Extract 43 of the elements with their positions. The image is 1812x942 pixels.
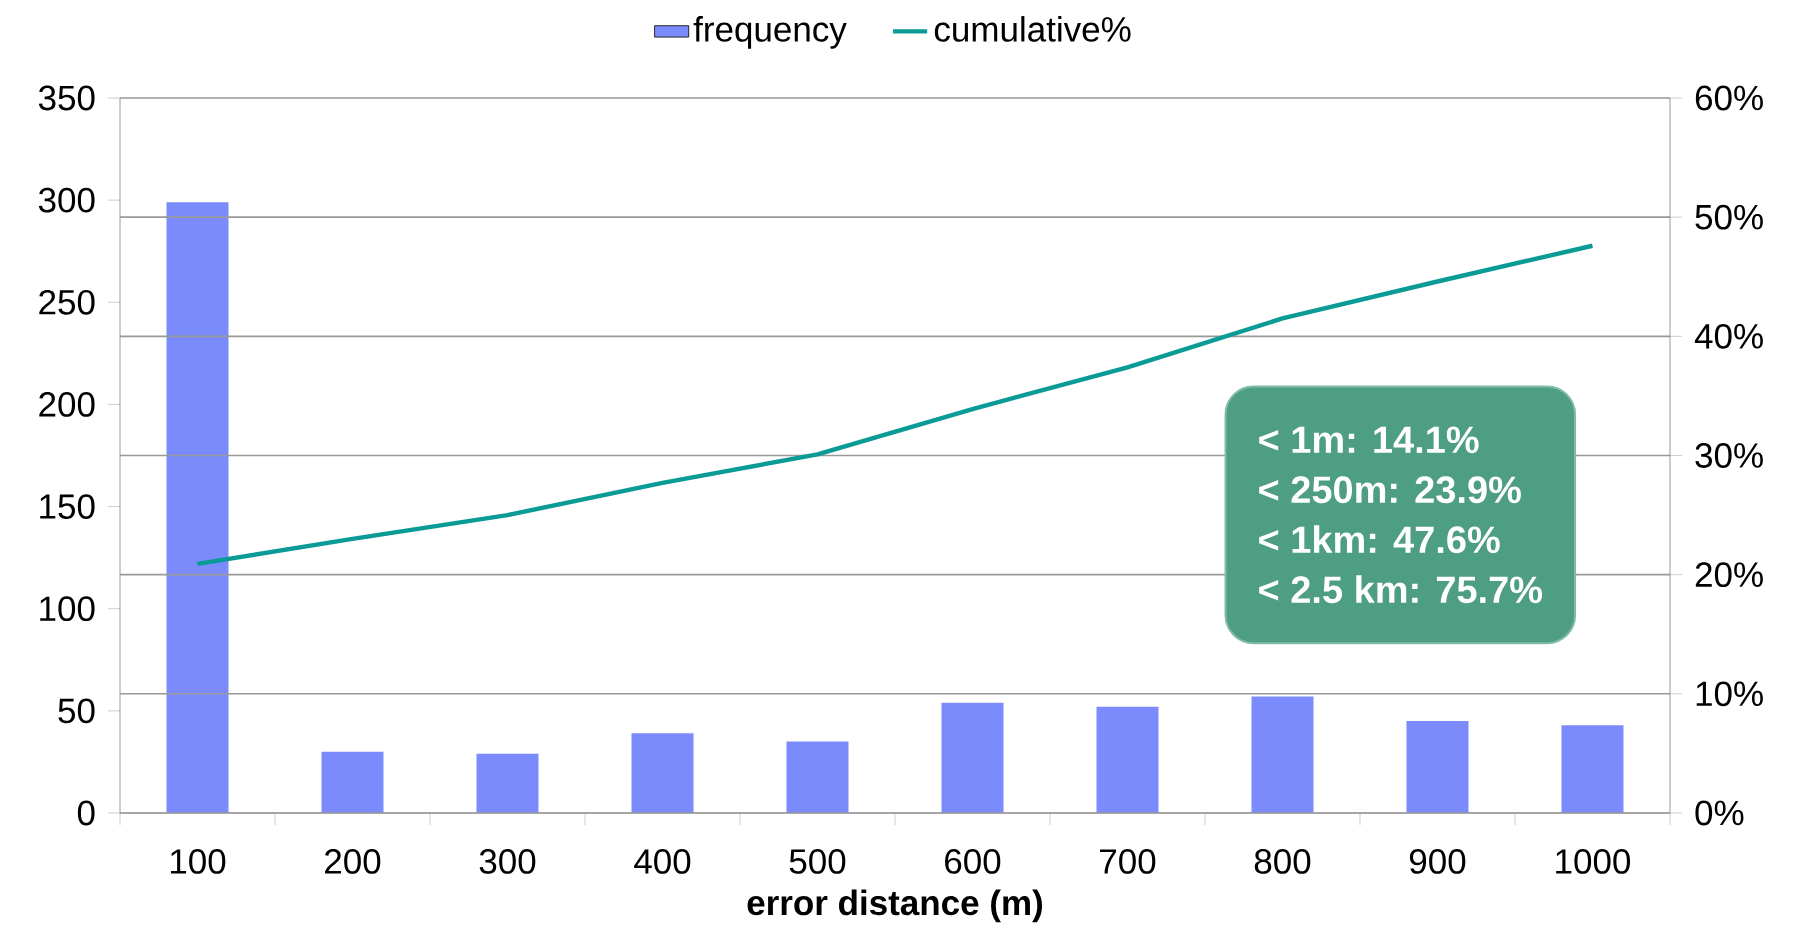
y2-tick-label: 60% bbox=[1695, 85, 1763, 111]
y-tick-label: 350 bbox=[38, 85, 95, 111]
annotation: < 1m: 14.1% bbox=[1259, 426, 1479, 454]
legend-label: cumulative% bbox=[934, 16, 1131, 42]
annotation: < 250m: 23.9% bbox=[1259, 476, 1521, 504]
annotation: < 1km: 47.6% bbox=[1259, 525, 1500, 554]
y2-tick-label: 10% bbox=[1696, 681, 1763, 707]
bar bbox=[1251, 696, 1314, 813]
y-tick-label: 150 bbox=[40, 494, 95, 519]
x-tick-label: 400 bbox=[634, 849, 691, 874]
x-axis-title: error distance (m) bbox=[747, 889, 1042, 923]
y2-tick-label: 30% bbox=[1695, 443, 1763, 468]
x-tick-label: 200 bbox=[325, 849, 381, 874]
x-tick-label: 800 bbox=[1254, 849, 1311, 874]
x-tick-label: 300 bbox=[479, 849, 536, 874]
y2-tick-label: 20% bbox=[1695, 562, 1763, 588]
x-tick-label: 500 bbox=[789, 849, 846, 874]
y2-tick-label: 40% bbox=[1694, 323, 1763, 349]
bar bbox=[786, 741, 849, 813]
y2-tick-label: 50% bbox=[1695, 204, 1763, 230]
bar bbox=[631, 733, 694, 813]
y-tick-label: 250 bbox=[39, 289, 95, 315]
bar bbox=[941, 702, 1004, 813]
bar bbox=[476, 753, 539, 813]
x-tick-label: 600 bbox=[945, 849, 1001, 874]
annotation: < 2.5 km: 75.7% bbox=[1259, 575, 1543, 604]
x-tick-label: 700 bbox=[1100, 849, 1156, 874]
x-tick-label: 100 bbox=[170, 849, 226, 874]
y-tick-label: 200 bbox=[39, 392, 95, 417]
y-tick-label: 300 bbox=[38, 187, 95, 213]
line-series bbox=[195, 243, 1595, 567]
x-tick-label: 1000 bbox=[1556, 849, 1631, 874]
bar bbox=[1561, 725, 1624, 813]
y2-tick-label: 0% bbox=[1695, 800, 1744, 826]
bar bbox=[1406, 721, 1469, 813]
y-tick-label: 100 bbox=[40, 596, 95, 622]
y-tick-label: 0 bbox=[77, 800, 95, 826]
legend-label: frequency bbox=[693, 16, 847, 49]
y-tick-label: 50 bbox=[58, 698, 95, 724]
bar bbox=[1096, 706, 1159, 813]
bar bbox=[321, 751, 384, 813]
x-tick-label: 900 bbox=[1409, 849, 1466, 874]
bar bbox=[166, 202, 229, 813]
